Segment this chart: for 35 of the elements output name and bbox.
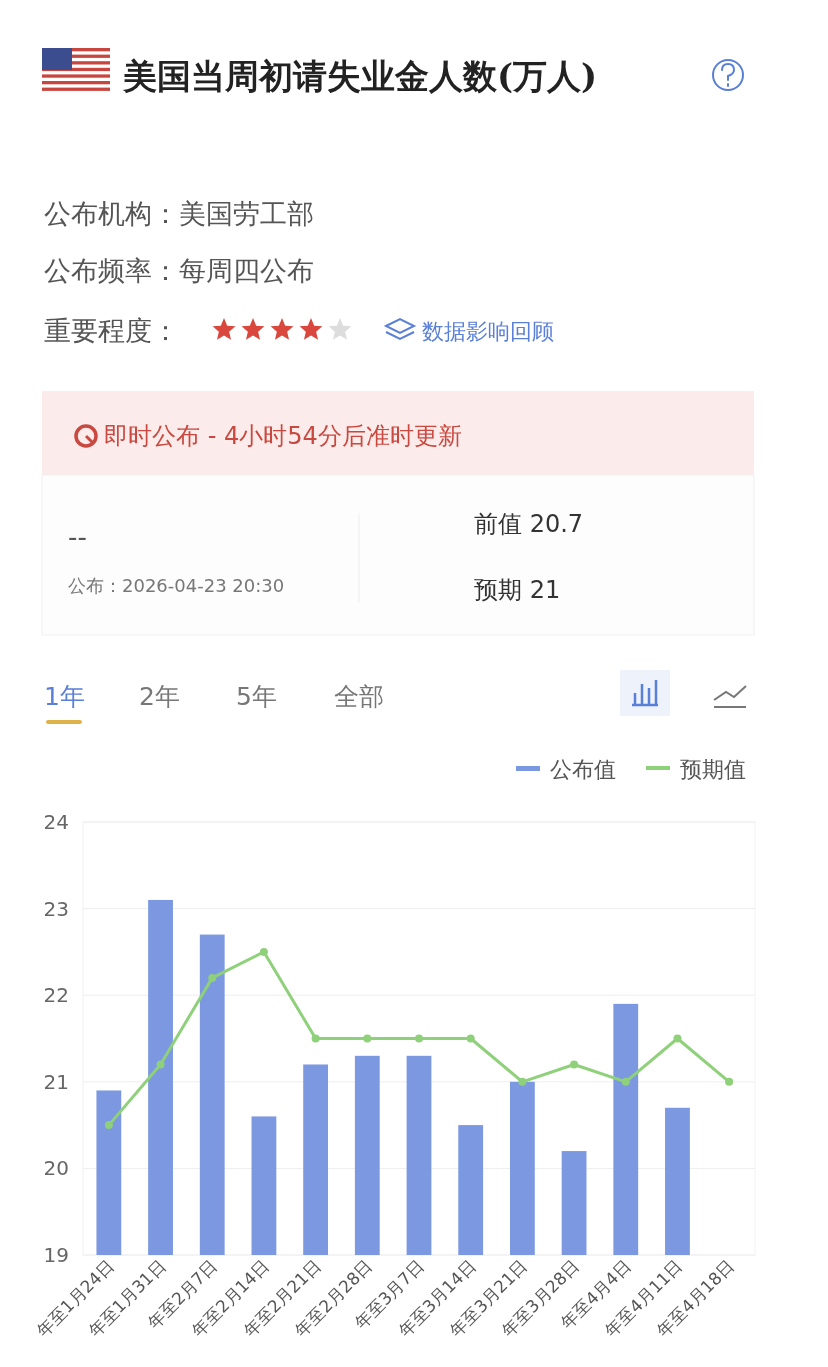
text: 重要程度： — [44, 315, 179, 346]
text: 即时公布 - 4小时54分后准时更新 — [104, 422, 462, 450]
text: 预期 21 — [474, 576, 561, 604]
y-tick-label: 24 — [43, 810, 69, 834]
point — [259, 947, 268, 956]
text: 1年 — [44, 682, 85, 711]
text: 2年 — [139, 682, 180, 711]
point — [673, 1034, 682, 1043]
point — [466, 1034, 475, 1043]
text: 公布机构：美国劳工部 — [44, 198, 314, 229]
text: 全部 — [334, 682, 384, 711]
text: 5年 — [236, 682, 277, 711]
y-tick-label: 23 — [43, 896, 69, 921]
text: 公布：2026-04-23 20:30 — [68, 575, 285, 596]
y-tick-label: 21 — [43, 1069, 69, 1094]
text: 公布频率：每周四公布 — [44, 255, 314, 286]
y-tick-label: 20 — [43, 1156, 69, 1181]
point — [208, 973, 217, 982]
y-tick-label: 22 — [43, 983, 69, 1008]
y-tick-label: 19 — [43, 1243, 69, 1267]
point — [156, 1060, 165, 1069]
point — [570, 1060, 579, 1069]
text: 数据影响回顾 — [422, 319, 554, 344]
legend-label: 公布值 — [550, 757, 616, 782]
chart-title: 美国当周初请失业金人数(万人) — [122, 56, 598, 96]
text: 前值 20.7 — [474, 510, 584, 538]
point — [363, 1034, 372, 1043]
point — [104, 1121, 113, 1130]
point — [311, 1034, 320, 1043]
point — [518, 1077, 527, 1086]
point — [415, 1034, 423, 1043]
point — [725, 1077, 734, 1086]
legend-label: 预期值 — [680, 757, 746, 782]
text: -- — [68, 522, 87, 552]
point — [621, 1077, 630, 1086]
